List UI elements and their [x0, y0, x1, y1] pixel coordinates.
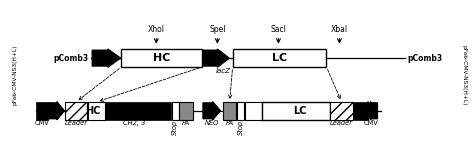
Text: PA: PA [182, 120, 190, 126]
Text: NEO: NEO [205, 120, 219, 126]
Text: LC: LC [272, 53, 287, 63]
FancyArrow shape [365, 102, 377, 120]
Bar [105, 102, 171, 120]
Text: XbaI: XbaI [331, 26, 348, 34]
Text: Leader: Leader [64, 120, 88, 126]
Text: pFab-CMV-NS3(H+L): pFab-CMV-NS3(H+L) [461, 45, 466, 105]
Bar [233, 49, 327, 67]
Text: SacI: SacI [271, 26, 286, 34]
Text: PA: PA [226, 120, 234, 126]
Text: LC: LC [293, 106, 306, 116]
FancyArrow shape [48, 102, 64, 120]
Bar [121, 49, 202, 67]
Bar [172, 102, 179, 120]
FancyArrow shape [92, 49, 120, 67]
Text: Stop: Stop [172, 120, 178, 135]
Text: SpeI: SpeI [209, 26, 226, 34]
FancyArrow shape [203, 102, 220, 120]
Bar [245, 102, 262, 120]
Bar [262, 102, 330, 120]
Text: HC: HC [85, 106, 101, 116]
Text: CMV: CMV [364, 120, 379, 126]
Bar [88, 102, 105, 120]
Text: CH2, 3: CH2, 3 [123, 120, 146, 126]
Text: lacZ: lacZ [216, 68, 230, 74]
Text: Leader: Leader [330, 120, 353, 126]
Bar [36, 102, 48, 120]
Text: pComb3: pComb3 [54, 54, 89, 63]
Bar [354, 103, 367, 119]
Bar [180, 102, 192, 120]
Bar [223, 102, 236, 120]
Text: CMV: CMV [34, 120, 49, 126]
Text: Stop: Stop [238, 120, 244, 135]
Text: XhoI: XhoI [148, 26, 165, 34]
Bar [65, 102, 87, 120]
Text: pFab-CMV-NS3(H+L): pFab-CMV-NS3(H+L) [12, 45, 17, 105]
Bar [237, 102, 244, 120]
Bar [354, 102, 368, 120]
Text: pComb3: pComb3 [407, 54, 442, 63]
FancyArrow shape [203, 49, 229, 67]
Bar [330, 102, 353, 120]
Text: HC: HC [153, 53, 171, 63]
